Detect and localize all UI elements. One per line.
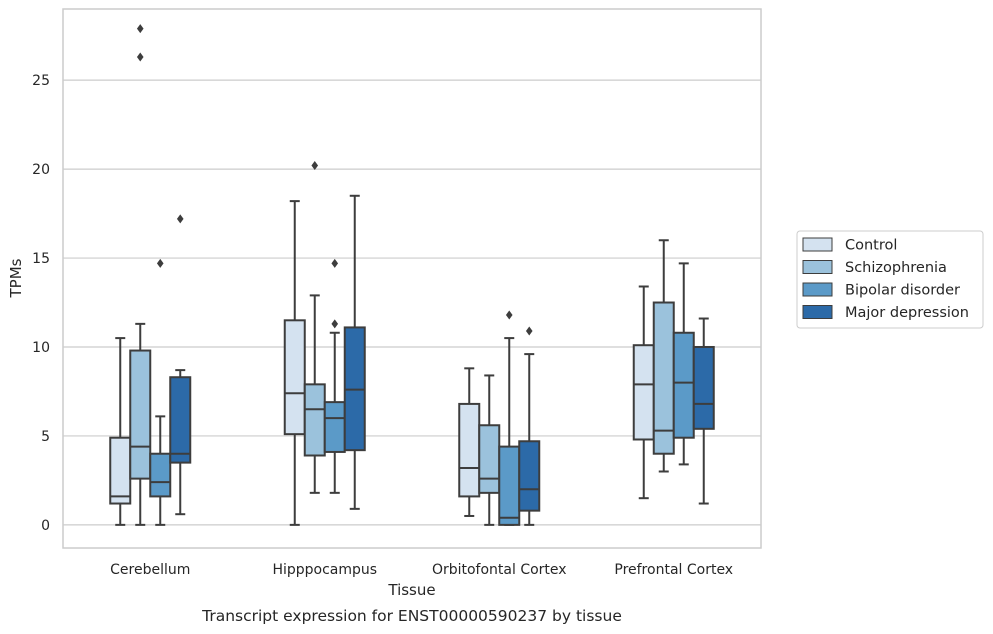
outlier-point bbox=[525, 326, 533, 336]
legend-swatch bbox=[802, 237, 833, 252]
legend-swatch bbox=[802, 260, 833, 274]
x-tick-labels: Cerebellum Hipppocampus Orbitofontal Corte… bbox=[110, 562, 733, 578]
x-tick-label: Hipppocampus bbox=[272, 562, 377, 578]
box-control bbox=[632, 285, 655, 500]
y-tick-label: 25 bbox=[32, 73, 50, 89]
outlier-point bbox=[331, 258, 339, 268]
box-schizophrenia bbox=[478, 374, 501, 526]
outlier-point bbox=[136, 24, 144, 34]
plot-area-frame bbox=[62, 8, 762, 549]
outlier-point bbox=[176, 214, 184, 224]
box-bipolar-disorder bbox=[323, 258, 346, 494]
outlier-point bbox=[505, 310, 513, 320]
x-tick-label: Cerebellum bbox=[110, 562, 190, 578]
outlier-point bbox=[331, 319, 339, 329]
box-bipolar-disorder bbox=[672, 262, 695, 466]
x-tick-label: Orbitofontal Cortex bbox=[432, 562, 567, 578]
x-axis-label: Tissue bbox=[387, 581, 435, 599]
box-bipolar-disorder bbox=[498, 310, 521, 526]
legend-swatch bbox=[802, 282, 833, 297]
box-major-depression bbox=[343, 194, 366, 510]
outlier-point bbox=[311, 161, 319, 171]
box-schizophrenia bbox=[303, 161, 326, 494]
box-iqr bbox=[632, 344, 655, 441]
box-iqr bbox=[283, 319, 306, 436]
box-iqr bbox=[692, 345, 715, 430]
box-schizophrenia bbox=[652, 239, 675, 473]
box-iqr bbox=[109, 436, 132, 505]
box-control bbox=[283, 200, 306, 526]
y-axis-label: TPMs bbox=[7, 258, 25, 298]
box-iqr bbox=[169, 376, 192, 464]
legend: Control Schizophrenia Bipolar disorder Majo… bbox=[796, 230, 984, 329]
y-tick-label: 20 bbox=[32, 162, 50, 178]
y-tick-label: 5 bbox=[41, 429, 50, 445]
chart-title: Transcript expression for ENST0000059023… bbox=[201, 607, 622, 625]
legend-items: Control Schizophrenia Bipolar disorder Majo… bbox=[802, 237, 969, 321]
box-major-depression bbox=[518, 326, 541, 526]
y-tick-label: 10 bbox=[32, 340, 50, 356]
x-tick-label: Prefrontal Cortex bbox=[614, 562, 733, 578]
outlier-point bbox=[156, 258, 164, 268]
y-tick-label: 15 bbox=[32, 251, 50, 267]
box-major-depression bbox=[692, 317, 715, 505]
box-iqr bbox=[672, 331, 695, 439]
legend-label: Control bbox=[845, 238, 897, 254]
box-iqr bbox=[149, 452, 172, 498]
box-iqr bbox=[323, 401, 346, 453]
box-control bbox=[109, 337, 132, 526]
legend-label: Schizophrenia bbox=[845, 260, 947, 276]
outlier-point bbox=[136, 52, 144, 62]
box-major-depression bbox=[169, 214, 192, 516]
box-iqr bbox=[458, 402, 481, 498]
y-tick-label: 0 bbox=[41, 518, 50, 534]
box-iqr bbox=[478, 424, 501, 494]
y-tick-labels: 0 5 10 15 20 25 bbox=[32, 73, 50, 534]
box-iqr bbox=[498, 445, 521, 526]
box-control bbox=[458, 367, 481, 517]
box-iqr bbox=[129, 349, 152, 480]
box-iqr bbox=[518, 440, 541, 512]
box-iqr bbox=[303, 383, 326, 457]
box-bipolar-disorder bbox=[149, 258, 172, 526]
boxes bbox=[109, 24, 715, 526]
box-schizophrenia bbox=[129, 24, 152, 526]
legend-label: Major depression bbox=[845, 305, 969, 321]
legend-frame bbox=[796, 230, 984, 329]
legend-label: Bipolar disorder bbox=[845, 283, 960, 299]
legend-swatch bbox=[802, 305, 833, 319]
